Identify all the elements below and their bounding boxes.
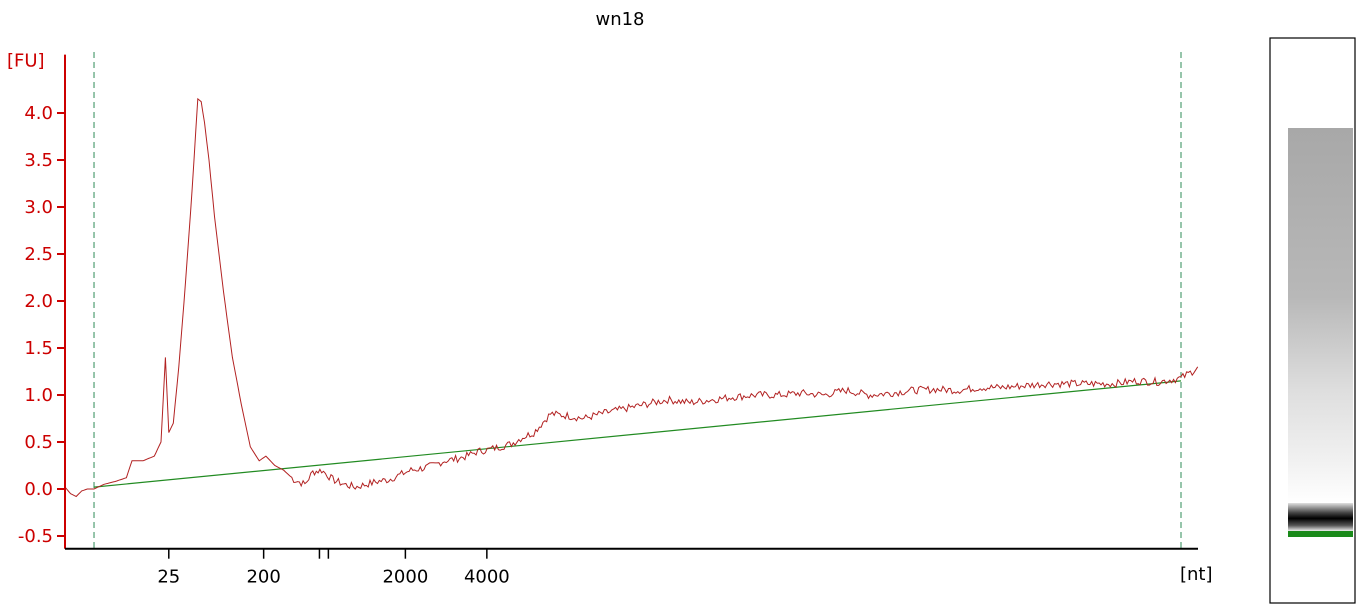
y-ticks: -0.5 0.0 0.5 1.0 1.5 2.0 2.5 3.0 3.5 4.0 <box>18 103 65 547</box>
y-tick-label: 1.0 <box>24 385 53 406</box>
gel-band <box>1288 503 1353 531</box>
marker-lines <box>93 52 1182 549</box>
trace <box>64 97 1199 498</box>
x-tick-label: 4000 <box>464 567 510 588</box>
y-tick-label: 0.5 <box>24 432 53 453</box>
gel-smear <box>1288 128 1353 503</box>
y-tick-label: 2.0 <box>24 291 53 312</box>
x-ticks: 25 200 2000 4000 <box>157 548 510 588</box>
gel-marker-band <box>1288 531 1353 537</box>
trace-line <box>64 97 1199 498</box>
x-tick-label: 200 <box>246 567 280 588</box>
y-tick-label: 3.5 <box>24 150 53 171</box>
y-tick-label: 3.0 <box>24 197 53 218</box>
y-tick-label: 4.0 <box>24 103 53 124</box>
baseline-line <box>93 380 1182 488</box>
y-tick-label: -0.5 <box>18 526 53 547</box>
x-axis-label: [nt] <box>1180 564 1213 585</box>
x-tick-label: 25 <box>157 567 180 588</box>
x-tick-label: 2000 <box>382 567 428 588</box>
y-axis-label: [FU] <box>7 51 45 72</box>
gel-lane-image <box>1269 37 1356 604</box>
chart-title: wn18 <box>595 9 644 30</box>
y-tick-label: 2.5 <box>24 244 53 265</box>
axes <box>64 54 1198 550</box>
y-tick-label: 0.0 <box>24 479 53 500</box>
baseline <box>93 380 1182 488</box>
y-tick-label: 1.5 <box>24 338 53 359</box>
